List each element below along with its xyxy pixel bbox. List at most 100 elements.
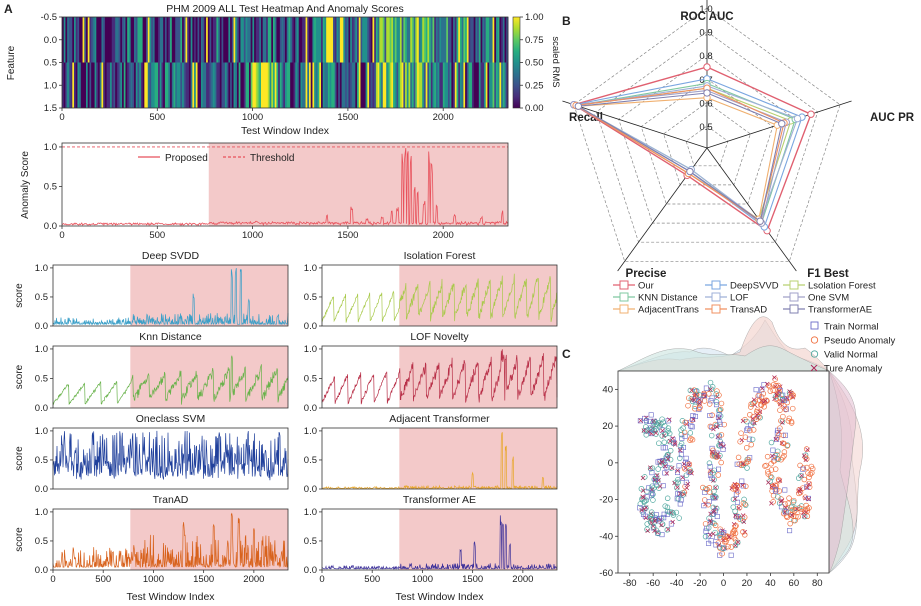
scatter-x-tick: -60 bbox=[646, 578, 660, 589]
heatmap-cell bbox=[393, 62, 396, 108]
scatter-y-tick: 0 bbox=[608, 458, 613, 469]
model-title-transformer_ae: Transformer AE bbox=[403, 494, 476, 506]
heatmap-cell bbox=[285, 17, 288, 63]
heatmap-cell bbox=[477, 62, 480, 108]
scatter-point-pseudo bbox=[730, 528, 737, 534]
radar-axis-label: F1 Best bbox=[807, 268, 849, 280]
scatter-point-pseudo bbox=[803, 446, 810, 452]
heatmap-cell bbox=[417, 62, 420, 108]
heatmap-cell bbox=[288, 17, 291, 63]
radar-ring bbox=[685, 125, 729, 167]
radar-point bbox=[807, 110, 815, 118]
score-line-tranad bbox=[52, 512, 289, 569]
heatmap-cell bbox=[336, 17, 339, 63]
scatter-point-valid bbox=[661, 439, 668, 446]
scatter-point-true-anomaly bbox=[708, 387, 713, 392]
scatter-point-valid bbox=[706, 460, 713, 466]
heatmap-cell bbox=[459, 17, 463, 63]
scatter-point-valid bbox=[790, 499, 797, 505]
scatter-point-pseudo bbox=[764, 453, 771, 460]
scatter-point-train bbox=[683, 479, 689, 485]
radar-axis-label: ROC AUC bbox=[680, 11, 733, 23]
scatter-point-true-anomaly bbox=[677, 448, 683, 453]
heatmap-cell bbox=[173, 62, 176, 108]
heatmap-cell bbox=[132, 62, 135, 108]
scatter-point-train bbox=[713, 542, 719, 548]
scatter-point-true-anomaly bbox=[733, 543, 738, 548]
heatmap-cell bbox=[130, 17, 133, 63]
radar-legend-marker bbox=[619, 280, 629, 290]
radar-legend-label: LOF bbox=[730, 293, 749, 304]
heatmap-cell bbox=[303, 62, 306, 108]
heatmap-cell bbox=[176, 17, 180, 63]
heatmap-cell bbox=[175, 17, 178, 63]
frame-ocsvm bbox=[52, 427, 289, 490]
colorbar bbox=[512, 16, 521, 109]
radar-series-5 bbox=[572, 90, 787, 225]
scatter-point-train bbox=[677, 501, 683, 507]
heatmap-cell bbox=[377, 62, 380, 108]
heatmap-cell bbox=[291, 62, 294, 108]
panel-label-a: A bbox=[4, 2, 13, 16]
scatter-point-valid bbox=[711, 476, 717, 483]
scatter-point-true-anomaly bbox=[732, 496, 738, 502]
radar-ring-label: 0.5 bbox=[699, 122, 712, 133]
heatmap-cell bbox=[103, 62, 106, 108]
heatmap-cell bbox=[154, 17, 157, 63]
frame-transformer_ae bbox=[321, 508, 558, 571]
heatmap-cell bbox=[401, 17, 404, 63]
model-xlabel: Test Window Index bbox=[395, 591, 484, 603]
scatter-point-pseudo bbox=[776, 488, 783, 494]
heatmap-cell bbox=[298, 62, 301, 108]
scatter-point-valid bbox=[744, 418, 750, 425]
model-adjacent-y-tick: 1.0 bbox=[304, 426, 317, 437]
scatter-point-pseudo bbox=[718, 400, 725, 407]
model-xlabel: Test Window Index bbox=[126, 591, 215, 603]
heatmap-cell bbox=[82, 17, 85, 63]
scatter-point-valid bbox=[648, 509, 655, 515]
panel-label-b: B bbox=[562, 14, 571, 28]
scatter-point-pseudo bbox=[809, 465, 816, 472]
model-adjacent-y-tick: 0.0 bbox=[304, 484, 317, 495]
heatmap-cell bbox=[446, 17, 449, 63]
heatmap-cell bbox=[386, 62, 389, 108]
heatmap-cell bbox=[303, 17, 306, 63]
heatmap-cell bbox=[413, 62, 416, 108]
scatter-point-train bbox=[655, 459, 661, 465]
heatmap-cell bbox=[115, 62, 118, 108]
scatter-y-tick: -40 bbox=[599, 531, 613, 542]
scatter-point-pseudo bbox=[756, 414, 762, 420]
heatmap-cell bbox=[242, 17, 245, 63]
heatmap-cell bbox=[218, 17, 221, 63]
heatmap-cell bbox=[501, 17, 504, 63]
scatter-point-pseudo bbox=[763, 397, 770, 403]
scatter-point-train bbox=[734, 499, 740, 505]
heatmap-cell bbox=[123, 17, 126, 63]
heatmap-x-tick: 2000 bbox=[433, 112, 454, 123]
scatter-point-pseudo bbox=[781, 440, 787, 447]
scatter-point-valid bbox=[680, 492, 686, 498]
scatter-point-pseudo bbox=[805, 470, 811, 476]
radar-ring-label: 0.6 bbox=[699, 98, 712, 109]
heatmap-cell bbox=[214, 62, 217, 108]
heatmap-cell bbox=[65, 17, 68, 63]
heatmap-cell bbox=[80, 17, 83, 63]
scatter-x-tick: -20 bbox=[693, 578, 707, 589]
heatmap-cell bbox=[267, 17, 270, 63]
scatter-point-true-anomaly bbox=[784, 395, 790, 401]
scatter-point-valid bbox=[653, 421, 660, 427]
heatmap-cell bbox=[236, 62, 240, 108]
heatmap-cell bbox=[149, 62, 152, 108]
heatmap-cell bbox=[250, 62, 253, 108]
scatter-point-pseudo bbox=[718, 459, 724, 466]
heatmap-xlabel: Test Window Index bbox=[241, 125, 330, 137]
scatter-legend-marker bbox=[810, 350, 819, 358]
scatter-point-true-anomaly bbox=[642, 506, 647, 512]
heatmap-cell bbox=[197, 17, 200, 63]
heatmap-cell bbox=[219, 62, 222, 108]
heatmap-x-tick: 0 bbox=[59, 112, 64, 123]
heatmap-cell bbox=[411, 62, 415, 108]
heatmap-cell bbox=[262, 17, 265, 63]
heatmap-cell bbox=[108, 62, 111, 108]
scatter-point-pseudo bbox=[773, 382, 779, 389]
